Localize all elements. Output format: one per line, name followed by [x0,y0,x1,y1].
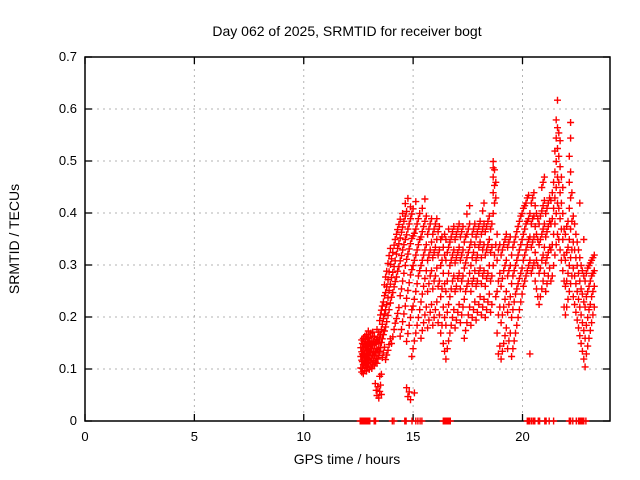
y-tick-label: 0.1 [59,361,77,376]
x-tick-label: 0 [81,429,88,444]
axis-ticks [84,56,610,422]
y-axis-label: SRMTID / TECUs [6,184,22,294]
chart-title: Day 062 of 2025, SRMTID for receiver bog… [212,23,481,39]
y-tick-label: 0.7 [59,49,77,64]
scatter-points [356,96,598,425]
plot-border [84,56,611,422]
x-tick-label: 20 [515,429,529,444]
y-tick-label: 0.2 [59,309,77,324]
y-tick-label: 0 [70,413,77,428]
x-tick-label: 5 [191,429,198,444]
y-tick-label: 0.6 [59,101,77,116]
y-tick-label: 0.5 [59,153,77,168]
y-tick-label: 0.4 [59,205,77,220]
y-tick-label: 0.3 [59,257,77,272]
x-axis-label: GPS time / hours [294,451,401,467]
x-tick-label: 10 [297,429,311,444]
x-tick-label: 15 [406,429,420,444]
tick-labels: 0 5 10 15 20 0 0.1 0.2 0.3 0.4 0.5 0.6 0.7 [59,49,530,444]
